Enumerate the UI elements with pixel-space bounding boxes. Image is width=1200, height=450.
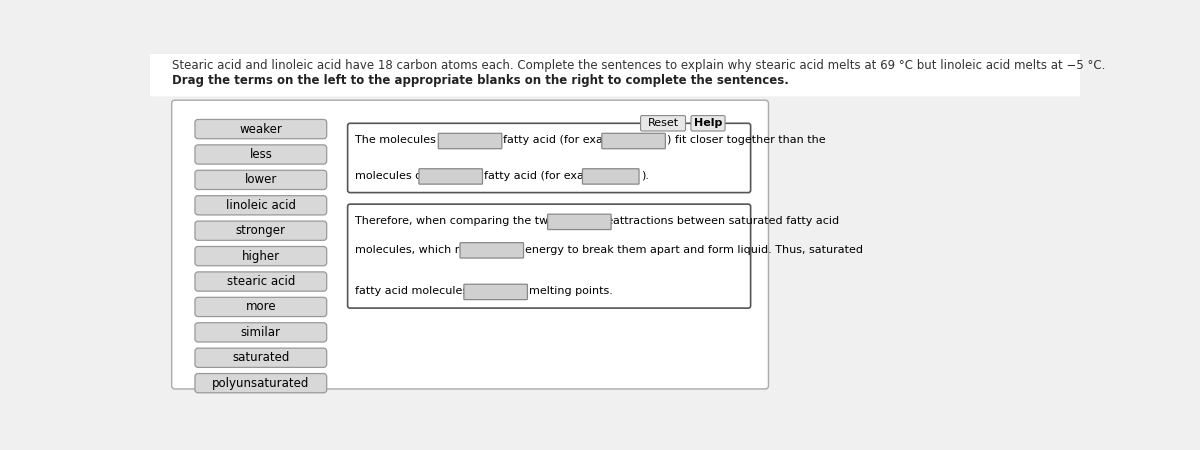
Text: weaker: weaker [239,122,282,135]
Text: Reset: Reset [648,118,679,128]
Text: stronger: stronger [236,224,286,237]
Text: energy to break them apart and form liquid. Thus, saturated: energy to break them apart and form liqu… [526,245,863,255]
Text: higher: higher [241,250,280,263]
FancyBboxPatch shape [460,243,523,258]
Text: linoleic acid: linoleic acid [226,199,296,212]
Text: polyunsaturated: polyunsaturated [212,377,310,390]
Text: ).: ). [641,171,648,180]
FancyBboxPatch shape [602,133,665,148]
Text: more: more [246,301,276,314]
FancyBboxPatch shape [194,145,326,164]
FancyBboxPatch shape [691,116,725,131]
Text: similar: similar [241,326,281,339]
FancyBboxPatch shape [194,297,326,316]
FancyBboxPatch shape [194,196,326,215]
Text: fatty acid molecules have: fatty acid molecules have [355,286,499,296]
Text: The molecules of a: The molecules of a [355,135,461,145]
FancyBboxPatch shape [194,374,326,393]
Text: Therefore, when comparing the two, there are: Therefore, when comparing the two, there… [355,216,613,226]
Text: lower: lower [245,173,277,186]
FancyBboxPatch shape [194,221,326,240]
FancyBboxPatch shape [194,119,326,139]
FancyBboxPatch shape [194,170,326,189]
FancyBboxPatch shape [641,116,685,131]
Text: ) fit closer together than the: ) fit closer together than the [667,135,826,145]
FancyBboxPatch shape [194,247,326,266]
Text: less: less [250,148,272,161]
Text: stearic acid: stearic acid [227,275,295,288]
FancyBboxPatch shape [419,169,482,184]
FancyBboxPatch shape [150,54,1080,96]
FancyBboxPatch shape [582,169,640,184]
FancyBboxPatch shape [194,323,326,342]
FancyBboxPatch shape [438,133,502,148]
FancyBboxPatch shape [348,123,751,193]
FancyBboxPatch shape [194,272,326,291]
Text: attractions between saturated fatty acid: attractions between saturated fatty acid [613,216,839,226]
Text: saturated: saturated [232,351,289,364]
Text: Help: Help [694,118,722,128]
FancyBboxPatch shape [194,348,326,367]
Text: melting points.: melting points. [529,286,613,296]
FancyBboxPatch shape [348,204,751,308]
Text: molecules, which require: molecules, which require [355,245,496,255]
FancyBboxPatch shape [172,100,768,389]
Text: Drag the terms on the left to the appropriate blanks on the right to complete th: Drag the terms on the left to the approp… [172,74,788,87]
FancyBboxPatch shape [464,284,528,300]
Text: Stearic acid and linoleic acid have 18 carbon atoms each. Complete the sentences: Stearic acid and linoleic acid have 18 c… [172,59,1105,72]
Text: fatty acid (for example,: fatty acid (for example, [484,171,616,180]
FancyBboxPatch shape [547,214,611,230]
Text: molecules of a: molecules of a [355,171,437,180]
Text: fatty acid (for example,: fatty acid (for example, [504,135,635,145]
